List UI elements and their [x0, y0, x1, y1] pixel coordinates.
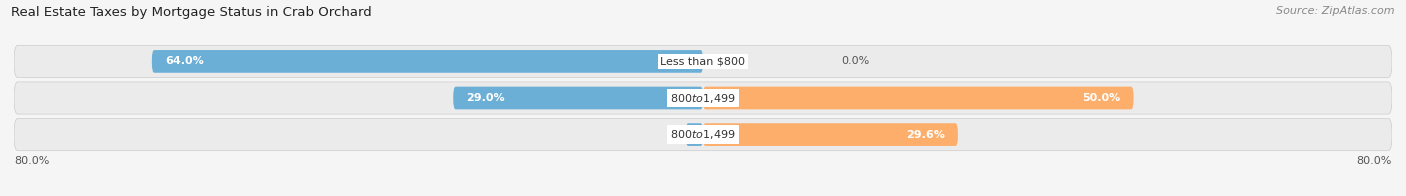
Text: 0.0%: 0.0%	[841, 56, 869, 66]
Text: 64.0%: 64.0%	[165, 56, 204, 66]
FancyBboxPatch shape	[152, 50, 703, 73]
FancyBboxPatch shape	[703, 87, 1133, 109]
FancyBboxPatch shape	[14, 119, 1392, 151]
Text: Real Estate Taxes by Mortgage Status in Crab Orchard: Real Estate Taxes by Mortgage Status in …	[11, 6, 373, 19]
Text: $800 to $1,499: $800 to $1,499	[671, 92, 735, 104]
Text: 50.0%: 50.0%	[1083, 93, 1121, 103]
Text: Less than $800: Less than $800	[661, 56, 745, 66]
Text: 2.0%: 2.0%	[699, 130, 730, 140]
FancyBboxPatch shape	[686, 123, 703, 146]
Legend: Without Mortgage, With Mortgage: Without Mortgage, With Mortgage	[576, 193, 830, 196]
FancyBboxPatch shape	[14, 45, 1392, 77]
FancyBboxPatch shape	[453, 87, 703, 109]
Text: 29.6%: 29.6%	[905, 130, 945, 140]
FancyBboxPatch shape	[703, 123, 957, 146]
Text: Source: ZipAtlas.com: Source: ZipAtlas.com	[1277, 6, 1395, 16]
Text: 29.0%: 29.0%	[467, 93, 505, 103]
Text: 80.0%: 80.0%	[14, 156, 49, 166]
FancyBboxPatch shape	[14, 82, 1392, 114]
Text: $800 to $1,499: $800 to $1,499	[671, 128, 735, 141]
Text: 80.0%: 80.0%	[1357, 156, 1392, 166]
